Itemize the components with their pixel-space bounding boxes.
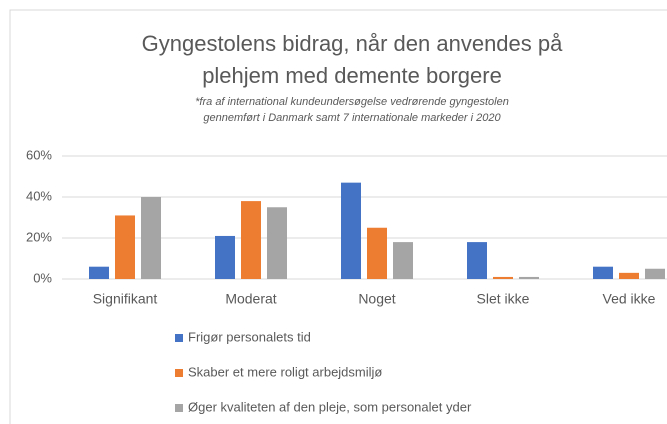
x-tick-label: Slet ikke: [477, 291, 530, 307]
bar: [215, 235, 235, 279]
bar: [141, 197, 161, 279]
bar: [619, 272, 639, 279]
x-tick-label: Noget: [358, 291, 395, 307]
bar: [393, 242, 413, 279]
chart-subtitle: *fra af international kundeundersøgelse …: [195, 96, 509, 108]
legend-swatch: [175, 369, 183, 377]
legend-swatch: [175, 334, 183, 342]
bar: [241, 201, 261, 279]
legend-label: Skaber et mere roligt arbejdsmiljø: [188, 364, 382, 379]
y-tick-label: 40%: [26, 188, 52, 203]
x-tick-label: Moderat: [225, 291, 276, 307]
bar: [593, 266, 613, 279]
bar: [645, 268, 665, 279]
bar: [367, 227, 387, 279]
bar: [267, 207, 287, 279]
bar: [519, 276, 539, 279]
legend-label: Frigør personalets tid: [188, 329, 311, 344]
y-tick-label: 0%: [33, 270, 52, 285]
chart-title: Gyngestolens bidrag, når den anvendes på: [142, 31, 564, 56]
bar: [467, 242, 487, 279]
legend-label: Øger kvaliteten af den pleje, som person…: [188, 399, 472, 414]
x-tick-label: Ved ikke: [603, 291, 656, 307]
bar: [493, 276, 513, 279]
chart-title: plehjem med demente borgere: [202, 63, 502, 88]
y-tick-label: 20%: [26, 229, 52, 244]
x-tick-label: Signifikant: [93, 291, 158, 307]
bar: [341, 182, 361, 279]
chart-subtitle: gennemført i Danmark samt 7 internationa…: [203, 112, 501, 124]
legend-swatch: [175, 404, 183, 412]
bar: [115, 215, 135, 279]
y-tick-label: 60%: [26, 147, 52, 162]
bar: [89, 266, 109, 279]
